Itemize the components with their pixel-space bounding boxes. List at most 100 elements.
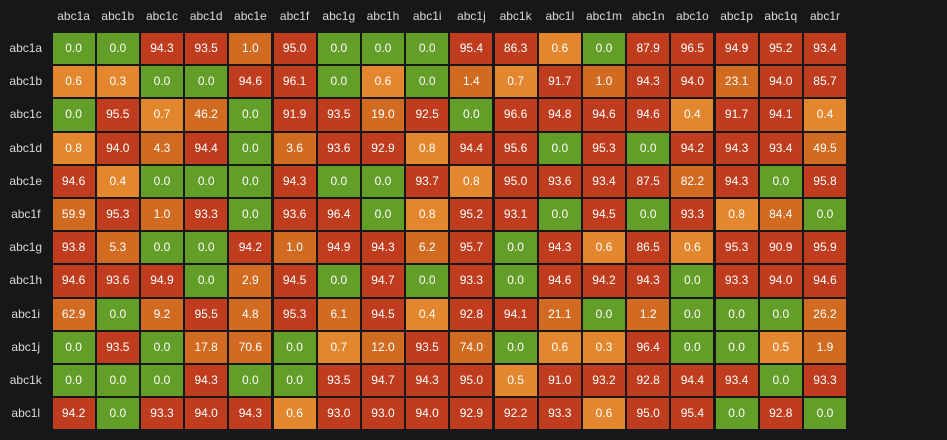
heatmap-cell: 0.6 xyxy=(537,32,582,66)
heatmap-cell: 92.8 xyxy=(758,397,803,431)
heatmap-cell: 93.4 xyxy=(714,364,759,398)
heatmap-cell: 94.2 xyxy=(670,131,715,165)
heatmap-cell: 0.0 xyxy=(139,231,185,265)
heatmap-cell: 95.5 xyxy=(95,98,140,132)
row-header: abc1f xyxy=(11,207,41,221)
heatmap-cell: 0.0 xyxy=(493,330,538,364)
heatmap-cell: 0.0 xyxy=(316,65,361,99)
heatmap-cell: 96.4 xyxy=(316,198,361,232)
heatmap-cell: 0.0 xyxy=(95,32,140,66)
heatmap-cell: 95.3 xyxy=(581,131,627,165)
heatmap-cell: 94.9 xyxy=(714,32,759,66)
heatmap-cell: 1.0 xyxy=(139,198,185,232)
heatmap-cell: 9.2 xyxy=(139,297,185,331)
heatmap-cell: 0.6 xyxy=(581,397,627,431)
heatmap-cell: 0.0 xyxy=(139,330,185,364)
heatmap-cell: 94.3 xyxy=(537,231,582,265)
heatmap-cell: 0.0 xyxy=(95,397,140,431)
heatmap-cell: 0.8 xyxy=(449,164,494,198)
heatmap-cell: 12.0 xyxy=(360,330,406,364)
heatmap-cell: 93.8 xyxy=(51,231,96,265)
heatmap-cell: 92.5 xyxy=(405,98,450,132)
heatmap-cell: 96.1 xyxy=(272,65,317,99)
heatmap-cell: 0.8 xyxy=(51,131,96,165)
heatmap-cell: 93.3 xyxy=(714,264,759,298)
row-header: abc1e xyxy=(9,173,43,188)
column-header: abc1l xyxy=(545,9,575,23)
heatmap-cell: 94.2 xyxy=(51,397,96,431)
heatmap-cell: 86.5 xyxy=(626,231,671,265)
heatmap-cell: 0.0 xyxy=(626,198,671,232)
heatmap-cell: 95.0 xyxy=(493,164,538,198)
heatmap-cell: 95.0 xyxy=(626,397,671,431)
heatmap-cell: 94.4 xyxy=(449,131,494,165)
heatmap-cell: 1.2 xyxy=(626,297,671,331)
heatmap-cell: 93.4 xyxy=(802,32,848,66)
heatmap-cell: 0.0 xyxy=(758,297,803,331)
column-header: abc1c xyxy=(145,9,178,23)
heatmap-cell: 94.3 xyxy=(228,397,273,431)
heatmap-cell: 0.0 xyxy=(758,364,803,398)
heatmap-cell: 94.1 xyxy=(493,297,538,331)
heatmap-cell: 0.0 xyxy=(581,297,627,331)
heatmap-cell: 19.0 xyxy=(360,98,406,132)
column-header: abc1j xyxy=(457,9,486,23)
column-header: abc1e xyxy=(234,9,267,23)
heatmap-cell: 0.8 xyxy=(405,131,450,165)
heatmap-cell: 84.4 xyxy=(758,198,803,232)
heatmap-cell: 0.0 xyxy=(405,32,450,66)
heatmap-cell: 0.0 xyxy=(670,330,715,364)
row-header: abc1i xyxy=(11,306,41,321)
heatmap-cell: 94.5 xyxy=(581,198,627,232)
heatmap-cell: 94.7 xyxy=(360,264,406,298)
heatmap-cell: 91.7 xyxy=(537,65,582,99)
heatmap-cell: 93.2 xyxy=(581,364,627,398)
heatmap-cell: 95.5 xyxy=(184,297,229,331)
heatmap-cell: 95.6 xyxy=(493,131,538,165)
heatmap-cell: 95.2 xyxy=(449,198,494,232)
heatmap-cell: 5.3 xyxy=(95,231,140,265)
heatmap-cell: 0.4 xyxy=(802,98,848,132)
heatmap-cell: 0.0 xyxy=(360,164,406,198)
heatmap-cell: 94.6 xyxy=(581,98,627,132)
heatmap-cell: 0.0 xyxy=(626,131,671,165)
row-header: abc1l xyxy=(11,406,41,421)
heatmap-cell: 95.8 xyxy=(802,164,848,198)
heatmap-cell: 0.8 xyxy=(714,198,759,232)
heatmap-cell: 0.0 xyxy=(272,364,317,398)
heatmap-cell: 94.6 xyxy=(51,264,96,298)
heatmap-cell: 94.0 xyxy=(405,397,450,431)
heatmap-cell: 0.0 xyxy=(670,264,715,298)
heatmap-cell: 0.4 xyxy=(670,98,715,132)
heatmap-cell: 0.6 xyxy=(272,397,317,431)
heatmap-cell: 0.0 xyxy=(95,364,140,398)
heatmap-cell: 0.6 xyxy=(581,231,627,265)
heatmap-cell: 86.3 xyxy=(493,32,538,66)
heatmap-cell: 93.5 xyxy=(405,330,450,364)
heatmap-cell: 0.0 xyxy=(51,32,96,66)
heatmap-cell: 94.0 xyxy=(670,65,715,99)
heatmap-cell: 93.6 xyxy=(95,264,140,298)
heatmap-cell: 95.0 xyxy=(449,364,494,398)
heatmap-cell: 0.0 xyxy=(537,131,582,165)
heatmap-cell: 91.9 xyxy=(272,98,317,132)
heatmap-cell: 0.0 xyxy=(139,364,185,398)
heatmap-cell: 0.0 xyxy=(316,32,361,66)
row-header: abc1d xyxy=(9,140,43,155)
heatmap-cell: 94.3 xyxy=(626,264,671,298)
heatmap-cell: 0.0 xyxy=(758,164,803,198)
heatmap-cell: 0.8 xyxy=(405,198,450,232)
row-header: abc1c xyxy=(9,107,42,122)
heatmap-cell: 0.0 xyxy=(316,164,361,198)
heatmap-cell: 95.9 xyxy=(802,231,848,265)
heatmap-cell: 92.9 xyxy=(360,131,406,165)
column-header: abc1q xyxy=(764,9,798,23)
heatmap-cell: 0.0 xyxy=(493,231,538,265)
heatmap-cell: 0.0 xyxy=(581,32,627,66)
heatmap-cell: 0.7 xyxy=(316,330,361,364)
heatmap-cell: 96.6 xyxy=(493,98,538,132)
heatmap-cell: 94.3 xyxy=(139,32,185,66)
heatmap-cell: 0.5 xyxy=(493,364,538,398)
heatmap-cell: 0.4 xyxy=(95,164,140,198)
row-header: abc1j xyxy=(11,339,41,354)
